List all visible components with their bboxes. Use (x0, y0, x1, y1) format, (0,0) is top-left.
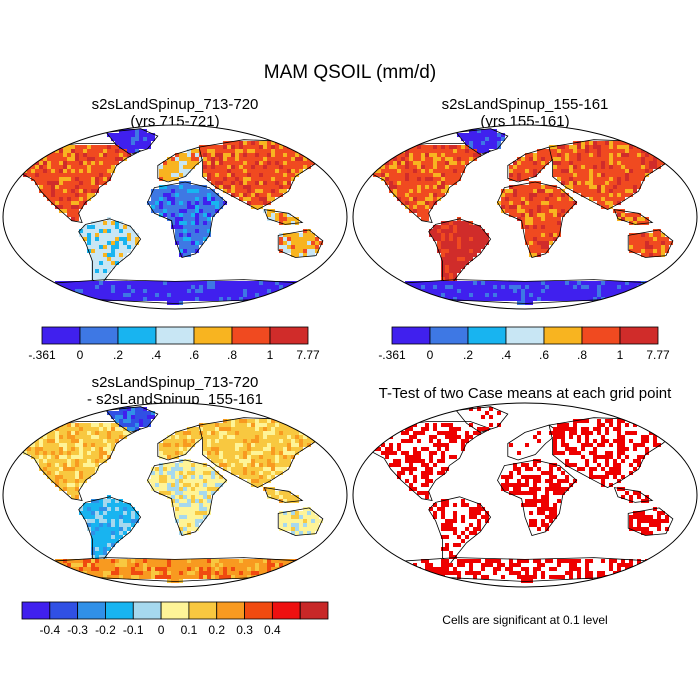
colorbar-c-label: 0.1 (181, 623, 198, 637)
coastline-africa (497, 459, 578, 536)
colorbar-b-label: 0 (427, 348, 434, 362)
colorbar-b-swatch (543, 326, 583, 345)
coastline-europe (507, 424, 561, 461)
coastline-seasia (613, 487, 654, 503)
coastline-greenland (105, 406, 159, 433)
colorbar-a-swatch (231, 326, 271, 345)
colorbar-c-swatch (21, 601, 51, 620)
colorbar-b-swatch (429, 326, 469, 345)
panel-c-title-line2: - s2sLandSpinup_155-161 (87, 391, 263, 408)
map-border-b (352, 124, 698, 310)
colorbar-a-swatch (193, 326, 233, 345)
colorbar-c-label: 0 (158, 623, 165, 637)
coastline-europe (157, 146, 211, 183)
coastline-samerica (428, 496, 492, 566)
colorbar-a-label: 7.77 (296, 348, 320, 362)
coastline-seasia (263, 209, 304, 225)
colorbar-c-swatch (132, 601, 162, 620)
map-panel-b (352, 124, 698, 310)
map-border-a (2, 124, 348, 310)
colorbar-a-label: 1 (267, 348, 274, 362)
coastline-europe (157, 424, 211, 461)
coastline-australia (627, 229, 674, 258)
coastline-australia (277, 507, 324, 536)
colorbar-c-swatch (244, 601, 273, 620)
colorbar-c-swatch (299, 601, 329, 620)
colorbar-a-label: .6 (189, 348, 199, 362)
map-panel-a (2, 124, 348, 310)
colorbar-b-label: -.361 (378, 348, 406, 362)
colorbar-b-label: .4 (501, 348, 511, 362)
coastline-australia (627, 507, 674, 536)
coastline-australia (277, 229, 324, 258)
colorbar-c-label: 0.4 (264, 623, 281, 637)
colorbar-c-label: 0.3 (236, 623, 253, 637)
colorbar-a-swatch (269, 326, 309, 345)
colorbar-b-label: .2 (463, 348, 473, 362)
colorbar-c-label: -0.2 (95, 623, 116, 637)
coastline-samerica (78, 496, 142, 566)
land-a (16, 128, 331, 305)
colorbar-a-label: 0 (77, 348, 84, 362)
colorbar-c: -0.4 -0.3 -0.2 -0.1 0 0.1 0.2 0.3 0.4 (21, 601, 329, 637)
colorbar-b-label: 1 (617, 348, 624, 362)
colorbar-b-swatch (505, 326, 545, 345)
colorbar-c-swatch (105, 601, 134, 620)
colorbar-c-label: -0.3 (67, 623, 88, 637)
coastline-europe (507, 146, 561, 183)
colorbar-a-label: -.361 (28, 348, 56, 362)
coastline-africa (147, 459, 228, 536)
map-border-d (352, 402, 698, 588)
colorbar-c-swatch (271, 601, 301, 620)
coastline-greenland (105, 128, 159, 155)
colorbar-c-swatch (49, 601, 79, 620)
panel-c-title: s2sLandSpinup_713-720 - s2sLandSpinup_15… (35, 374, 315, 408)
colorbar-b-swatch (581, 326, 621, 345)
coastline-namerica (366, 421, 492, 502)
colorbar-b-label: 7.77 (646, 348, 670, 362)
panel-c-title-line1: s2sLandSpinup_713-720 (91, 374, 259, 391)
colorbar-a-swatch (41, 326, 81, 345)
coastline-greenland (455, 128, 509, 155)
colorbar-a-swatch (117, 326, 157, 345)
colorbar-c-swatch (216, 601, 245, 620)
coastline-africa (497, 181, 578, 258)
colorbar-a-label: .4 (151, 348, 161, 362)
coastline-seasia (263, 487, 304, 503)
colorbar-a: -.361 0 .2 .4 .6 .8 1 7.77 (28, 326, 320, 362)
coastline-seasia (613, 209, 654, 225)
colorbar-a-swatch (79, 326, 119, 345)
colorbar-b-label: .6 (539, 348, 549, 362)
colorbar-c-swatch (77, 601, 106, 620)
significance-note: Cells are significant at 0.1 level (442, 613, 608, 627)
panel-d-title: T-Test of two Case means at each grid po… (355, 385, 695, 402)
map-border-c (2, 402, 348, 588)
coastline-samerica (78, 218, 142, 288)
panel-b-title-line1: s2sLandSpinup_155-161 (441, 96, 609, 113)
map-panel-c (2, 402, 348, 588)
coastline-greenland (455, 406, 509, 433)
colorbar-b-swatch (467, 326, 507, 345)
colorbar-a-swatch (155, 326, 195, 345)
colorbar-c-label: -0.1 (123, 623, 144, 637)
colorbar-c-label: -0.4 (39, 623, 60, 637)
colorbar-b-swatch (619, 326, 659, 345)
colorbar-c-swatch (188, 601, 218, 620)
panel-d-title-line1: T-Test of two Case means at each grid po… (378, 385, 672, 402)
colorbar-c-label: 0.2 (208, 623, 225, 637)
colorbar-a-label: .8 (227, 348, 237, 362)
colorbar-a-label: .2 (113, 348, 123, 362)
map-panel-d (352, 402, 698, 588)
colorbar-c-swatch (160, 601, 190, 620)
figure-title: MAM QSOIL (mm/d) (263, 62, 437, 83)
colorbar-b-label: .8 (577, 348, 587, 362)
coastline-africa (147, 181, 228, 258)
colorbar-b-swatch (391, 326, 431, 345)
panel-a-title-line1: s2sLandSpinup_713-720 (91, 96, 259, 113)
coastline-samerica (428, 218, 492, 288)
colorbar-b: -.361 0 .2 .4 .6 .8 1 7.77 (378, 326, 670, 362)
